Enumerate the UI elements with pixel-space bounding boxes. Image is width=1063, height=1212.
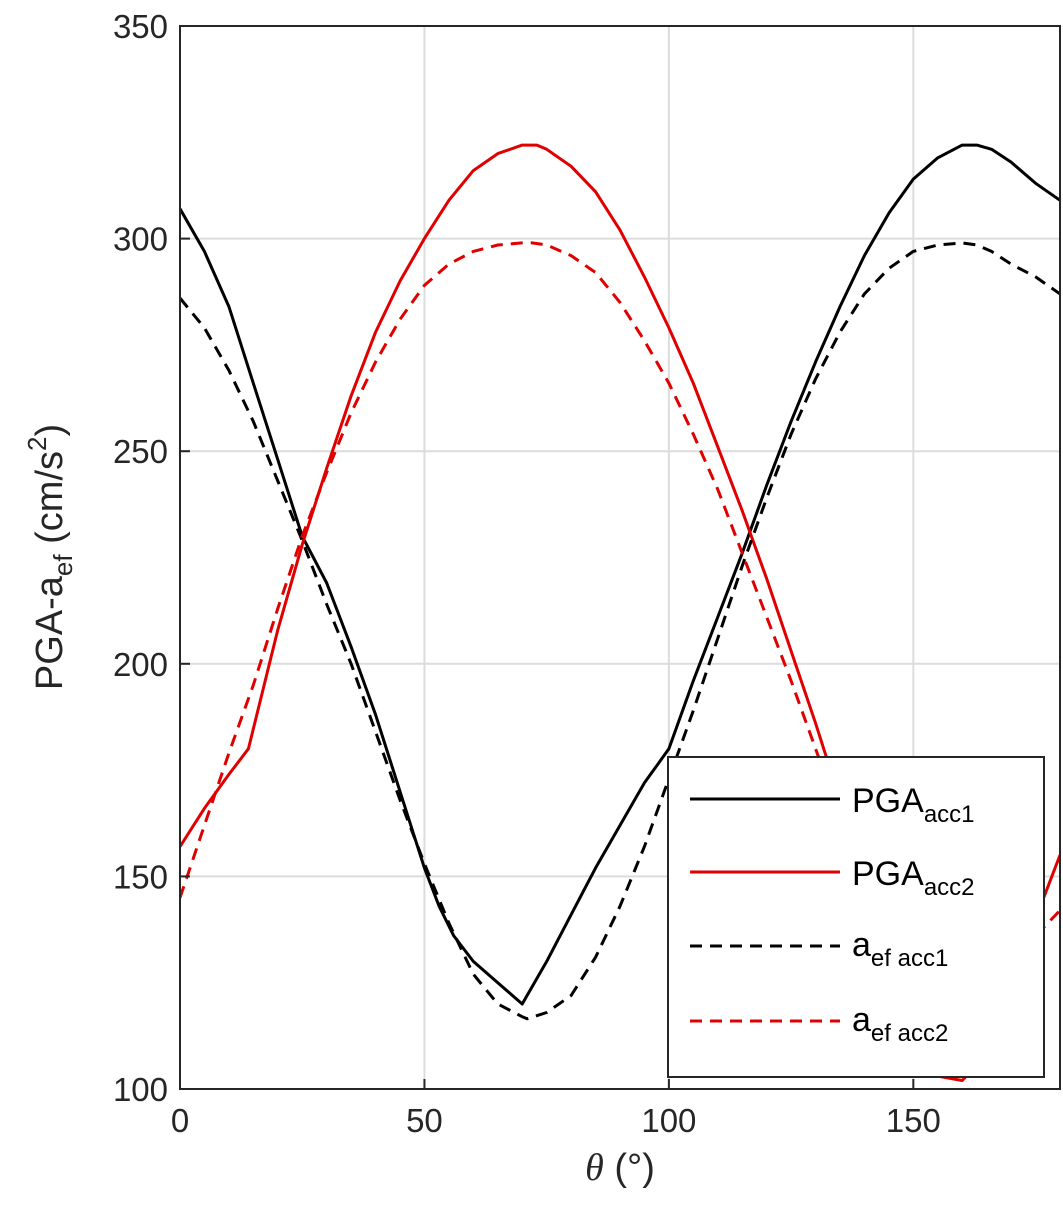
x-tick-label: 100 [641,1102,696,1139]
y-axis-unit-sup: 2 [22,437,52,451]
y-axis-unit-pre: (cm/s [29,451,71,544]
legend-label-aef-acc2: aef acc2 [852,1001,948,1047]
y-axis-label-base: PGA-a [29,575,71,690]
y-axis-unit-post: ) [29,424,71,437]
x-axis-label: θ (°) [585,1147,655,1189]
x-axis-unit: (°) [614,1147,655,1189]
series-line-a-ef-acc1 [180,241,1060,1021]
y-axis-label-sub: ef [48,554,78,576]
x-tick-label: 50 [406,1102,443,1139]
legend-box [667,756,1045,1078]
legend: PGAacc1 PGAacc2 aef acc1 aef acc2 [667,756,1045,1078]
legend-label-pga-acc2: PGAacc2 [852,855,975,901]
y-tick-label: 250 [113,433,168,470]
x-tick-label: 0 [171,1102,189,1139]
legend-label-aef-acc1: aef acc1 [852,926,948,972]
x-tick-label: 150 [886,1102,941,1139]
x-axis-symbol: θ [585,1147,604,1189]
series-line-pga-acc1 [180,143,1060,1006]
legend-label-pga-acc1: PGAacc1 [852,782,975,828]
y-tick-label: 200 [113,646,168,683]
plot-frame [179,25,1061,1090]
y-axis-label: PGA-aef (cm/s2) [22,424,78,690]
y-tick-label: 350 [113,8,168,45]
tick-group: 0 50 100 150 100 150 200 250 300 350 [113,8,941,1139]
y-tick-label: 100 [113,1071,168,1108]
y-tick-label: 150 [113,858,168,895]
y-tick-label: 300 [113,221,168,258]
